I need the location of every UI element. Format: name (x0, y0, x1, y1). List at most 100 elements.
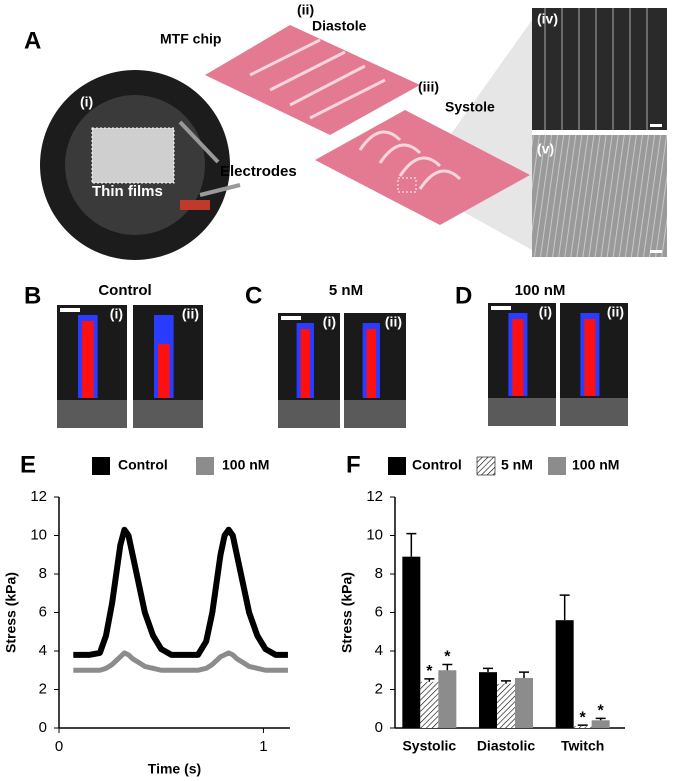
label: (ii) (297, 2, 314, 18)
y-tick-label: 2 (375, 680, 383, 697)
label: Systole (445, 99, 495, 115)
y-tick-label: 8 (39, 565, 47, 582)
panel-letter: E (20, 451, 36, 478)
sub-label: (ii) (607, 304, 624, 320)
line-series (73, 526, 288, 658)
y-tick-label: 0 (375, 719, 383, 736)
error-bar (559, 594, 570, 621)
sheet-cuts (249, 38, 462, 190)
legend-swatch (388, 457, 406, 475)
arrow (178, 120, 220, 164)
label: (iv) (537, 11, 558, 27)
sub-label: (ii) (182, 306, 199, 322)
legend-swatch (476, 456, 496, 476)
x-tick-label: 1 (259, 738, 267, 755)
panel-letter: A (24, 27, 41, 54)
film (82, 321, 94, 398)
film (512, 319, 524, 396)
label: Thin films (92, 183, 163, 200)
x-axis-label: Time (s) (148, 761, 201, 777)
micro-lines (544, 8, 648, 130)
zoom-box (397, 177, 417, 193)
error-bar (483, 667, 493, 673)
label: MTF chip (160, 31, 221, 47)
scale-bar (281, 316, 301, 320)
post (57, 400, 127, 428)
y-tick-label: 12 (366, 488, 383, 505)
chip (91, 127, 175, 184)
panel-letter: F (346, 451, 361, 478)
scale-bar (491, 306, 511, 310)
x-tick-label: Systolic (402, 738, 456, 754)
y-tick-label: 2 (39, 680, 47, 697)
y-tick-label: 4 (375, 642, 383, 659)
sub-label: (ii) (385, 314, 402, 330)
film (584, 319, 596, 396)
diastole-sheet (205, 25, 420, 135)
scale-bar (650, 124, 662, 127)
post (278, 400, 340, 428)
y-tick-label: 0 (39, 719, 47, 736)
legend-swatch (196, 457, 214, 475)
legend-swatch (92, 457, 110, 475)
panel-title: 5 nM (329, 282, 363, 299)
bar (497, 683, 515, 728)
bar (402, 556, 421, 728)
panel-title: 100 nM (515, 282, 566, 299)
error-bar (519, 671, 529, 678)
significance: * (580, 709, 587, 726)
legend-swatch (548, 457, 566, 475)
error-bar (595, 717, 606, 721)
legend-label: 100 nM (572, 457, 619, 473)
bar (479, 672, 497, 728)
error-bar (577, 724, 588, 727)
bar (573, 726, 592, 728)
label: Diastole (312, 18, 367, 34)
y-tick-label: 6 (375, 603, 383, 620)
legend-label: Control (412, 457, 462, 473)
line-series (73, 650, 288, 673)
micro-bottom (532, 135, 667, 257)
significance: * (598, 703, 605, 720)
label: (iii) (418, 79, 439, 95)
y-tick-label: 6 (39, 603, 47, 620)
panel-letter: D (455, 282, 472, 309)
y-tick-label: 10 (30, 526, 47, 543)
label: Electrodes (220, 163, 297, 180)
post (488, 398, 556, 426)
post (344, 400, 406, 428)
bar (515, 677, 533, 728)
y-tick-label: 4 (39, 642, 47, 659)
label: (v) (537, 141, 554, 157)
wire (180, 200, 210, 210)
film (300, 329, 310, 398)
error-bar (442, 663, 453, 671)
x-tick-label: Twitch (561, 738, 604, 754)
panel-a-art (40, 8, 667, 260)
x-tick-label: Diastolic (477, 738, 536, 754)
scale-bar (60, 308, 80, 312)
film (366, 329, 376, 398)
error-bar (501, 680, 511, 684)
sub-label: (i) (110, 306, 123, 322)
y-tick-label: 10 (366, 526, 383, 543)
legend-label: 5 nM (501, 457, 533, 473)
panel-letter: B (24, 282, 41, 309)
scale-bar (650, 250, 662, 253)
x-tick-label: 0 (55, 738, 63, 755)
post (133, 400, 203, 428)
sub-label: (i) (323, 314, 336, 330)
post (560, 398, 628, 426)
y-tick-label: 12 (30, 488, 47, 505)
legend-label: 100 nM (222, 457, 269, 473)
bar (555, 620, 574, 728)
panel-title: Control (98, 282, 151, 299)
label: (i) (80, 94, 93, 110)
arrow (199, 183, 241, 197)
significance: * (444, 649, 451, 666)
micro-top (532, 8, 667, 130)
significance: * (426, 663, 433, 680)
y-tick-label: 8 (375, 565, 383, 582)
sub-label: (i) (539, 304, 552, 320)
